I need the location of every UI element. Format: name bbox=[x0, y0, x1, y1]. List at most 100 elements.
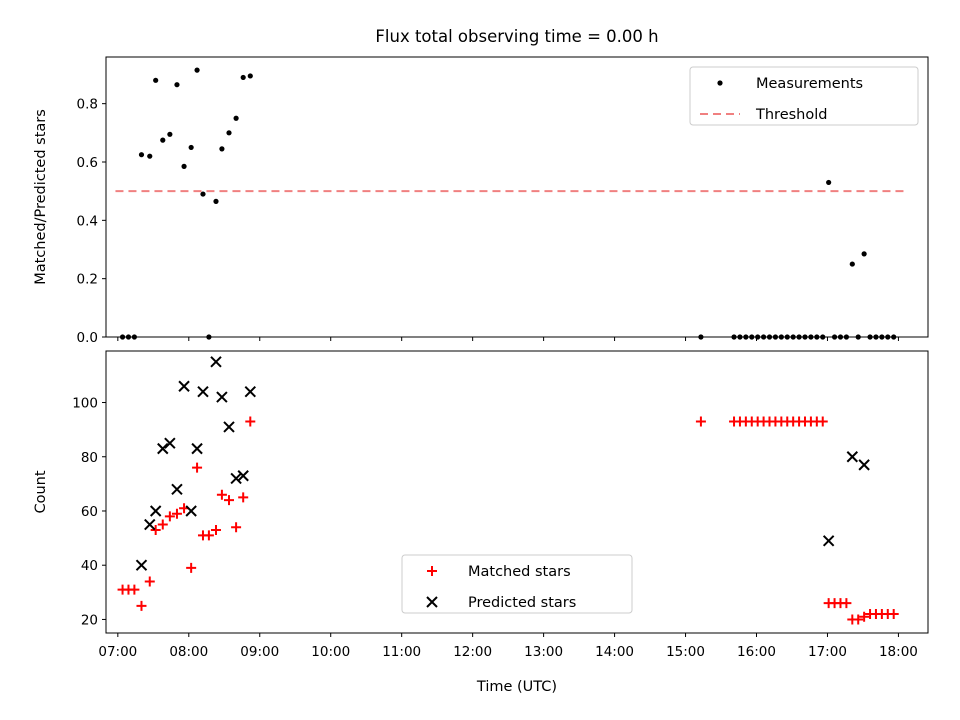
data-point bbox=[119, 334, 126, 340]
data-point bbox=[230, 472, 242, 485]
data-point bbox=[224, 495, 235, 506]
y-tick-label: 0.4 bbox=[77, 213, 98, 229]
data-point bbox=[240, 74, 246, 81]
data-point bbox=[138, 152, 145, 158]
y-tick-label: 80 bbox=[81, 450, 98, 466]
data-point bbox=[149, 505, 162, 517]
chart-title: Flux total observing time = 0.00 h bbox=[375, 27, 658, 46]
data-point bbox=[233, 115, 239, 121]
data-point bbox=[181, 163, 187, 169]
data-point bbox=[885, 334, 891, 340]
data-point bbox=[731, 334, 737, 340]
data-point bbox=[888, 609, 899, 620]
legend-label: Threshold bbox=[755, 107, 827, 123]
data-point bbox=[761, 334, 767, 340]
series-matched-stars bbox=[117, 416, 899, 625]
data-point bbox=[197, 385, 209, 398]
axes-frame bbox=[105, 56, 929, 338]
data-point bbox=[820, 334, 826, 340]
data-point bbox=[153, 77, 159, 83]
data-point bbox=[144, 518, 156, 531]
y-tick-label: 0.8 bbox=[77, 97, 98, 113]
data-point bbox=[192, 462, 203, 473]
data-point bbox=[160, 137, 166, 143]
data-point bbox=[216, 489, 227, 500]
data-point bbox=[157, 519, 168, 530]
data-point bbox=[174, 82, 180, 88]
legend-frame bbox=[689, 66, 919, 126]
data-point bbox=[136, 600, 147, 611]
data-point bbox=[749, 334, 755, 340]
data-point bbox=[194, 67, 200, 73]
data-point bbox=[849, 261, 855, 267]
data-point bbox=[698, 334, 704, 340]
legend: Matched stars Predicted stars bbox=[401, 554, 633, 614]
data-point bbox=[144, 576, 155, 587]
x-tick-label: 13:00 bbox=[524, 644, 563, 660]
x-tick-label: 15:00 bbox=[666, 644, 705, 660]
data-point bbox=[855, 334, 861, 340]
data-point bbox=[695, 416, 706, 427]
data-point bbox=[831, 334, 838, 340]
data-point bbox=[135, 559, 148, 571]
data-point bbox=[843, 334, 849, 340]
data-point bbox=[178, 380, 190, 392]
data-point bbox=[210, 356, 222, 368]
data-point bbox=[186, 562, 197, 573]
data-point bbox=[853, 614, 864, 625]
legend-label: Matched stars bbox=[468, 564, 571, 580]
data-point bbox=[147, 153, 153, 159]
data-point bbox=[796, 334, 802, 340]
data-point bbox=[191, 442, 203, 455]
legend-frame bbox=[401, 554, 633, 614]
series-predicted-stars bbox=[135, 356, 870, 571]
data-point bbox=[226, 130, 232, 136]
series-measurements bbox=[119, 67, 897, 340]
data-point bbox=[790, 334, 796, 340]
data-point bbox=[846, 451, 859, 463]
legend-marker-plus bbox=[427, 566, 437, 576]
data-point bbox=[185, 505, 197, 517]
x-tick-label: 12:00 bbox=[453, 644, 492, 660]
data-point bbox=[817, 416, 828, 427]
data-point bbox=[766, 334, 773, 340]
y-tick-label: 0.2 bbox=[77, 272, 98, 288]
data-point bbox=[213, 198, 219, 204]
x-tick-label: 08:00 bbox=[169, 644, 208, 660]
y-tick-label: 100 bbox=[72, 396, 98, 412]
data-point bbox=[237, 470, 249, 482]
y-axis-title: Count bbox=[33, 470, 49, 513]
x-tick-label: 10:00 bbox=[311, 644, 350, 660]
data-point bbox=[129, 584, 140, 595]
data-point bbox=[822, 535, 835, 547]
top-subplot: 0.0 0.2 0.4 0.6 0.8 Matched/Predicted stars Me… bbox=[33, 56, 929, 346]
y-tick-label: 40 bbox=[81, 558, 98, 574]
data-point bbox=[164, 437, 176, 449]
x-tick-label: 16:00 bbox=[737, 644, 776, 660]
data-point bbox=[171, 508, 182, 519]
data-point bbox=[858, 459, 870, 471]
x-tick-label: 07:00 bbox=[98, 644, 137, 660]
data-point bbox=[206, 334, 212, 340]
data-point bbox=[802, 334, 808, 340]
data-point bbox=[245, 416, 256, 427]
data-point bbox=[167, 131, 173, 137]
x-tick-label: 11:00 bbox=[382, 644, 421, 660]
data-point bbox=[125, 334, 132, 340]
data-point bbox=[131, 334, 137, 340]
data-point bbox=[755, 334, 761, 340]
data-point bbox=[247, 73, 253, 79]
data-point bbox=[203, 530, 214, 541]
data-point bbox=[188, 144, 194, 151]
y-tick-label: 0.6 bbox=[77, 155, 98, 171]
y-tick-label: 20 bbox=[81, 612, 98, 628]
data-point bbox=[200, 191, 206, 197]
data-point bbox=[808, 334, 814, 340]
x-tick-label: 17:00 bbox=[808, 644, 847, 660]
data-point bbox=[891, 334, 897, 340]
data-point bbox=[772, 334, 779, 340]
data-point bbox=[171, 483, 183, 495]
x-axis-title: Time (UTC) bbox=[476, 679, 557, 695]
legend-label: Measurements bbox=[756, 76, 863, 92]
